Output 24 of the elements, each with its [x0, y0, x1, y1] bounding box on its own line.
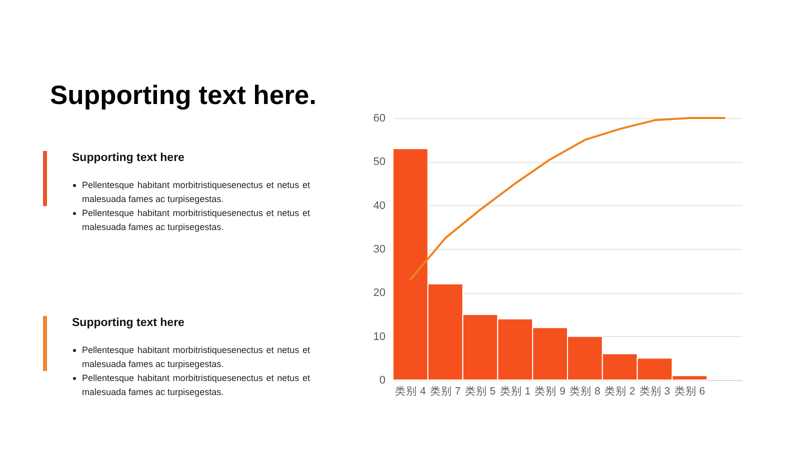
y-tick-label: 20 [373, 287, 386, 300]
line-series [409, 117, 726, 281]
text: Pellentesque habitant morbitristiquesenectus et netus et malesuada fames ac turpisegestas. [82, 373, 310, 397]
x-tick-label: 类别 2 [604, 384, 636, 398]
x-tick-label: 类别 5 [464, 384, 496, 398]
text: Pellentesque habitant morbitristiquesenectus et netus et malesuada fames ac turpisegestas. [82, 208, 310, 232]
text: Pellentesque habitant morbitristiquesenectus et netus et malesuada fames ac turpisegestas. [82, 180, 310, 204]
chart-title: Supporting text here. [50, 80, 316, 110]
y-tick-label: 30 [373, 244, 386, 256]
text: Pellentesque habitant morbitristiquesenectus et netus et malesuada fames ac turpisegestas. [82, 345, 310, 369]
y-tick-label: 10 [373, 330, 386, 343]
x-tick-label: 类别 7 [430, 384, 461, 398]
x-tick-label: 类别 1 [500, 384, 531, 398]
text: Supporting text here [72, 316, 186, 330]
x-tick-label: 类别 9 [534, 384, 566, 398]
y-tick-label: 50 [373, 156, 386, 168]
y-tick-label: 0 [379, 374, 386, 386]
x-tick-label: 类别 4 [395, 384, 426, 398]
x-tick-label: 类别 6 [674, 384, 706, 398]
y-tick-label: 60 [373, 112, 386, 124]
text: Supporting text here [72, 151, 186, 165]
y-tick-label: 40 [373, 200, 386, 212]
x-tick-label: 类别 8 [570, 384, 600, 398]
x-tick-label: 类别 3 [639, 384, 670, 398]
